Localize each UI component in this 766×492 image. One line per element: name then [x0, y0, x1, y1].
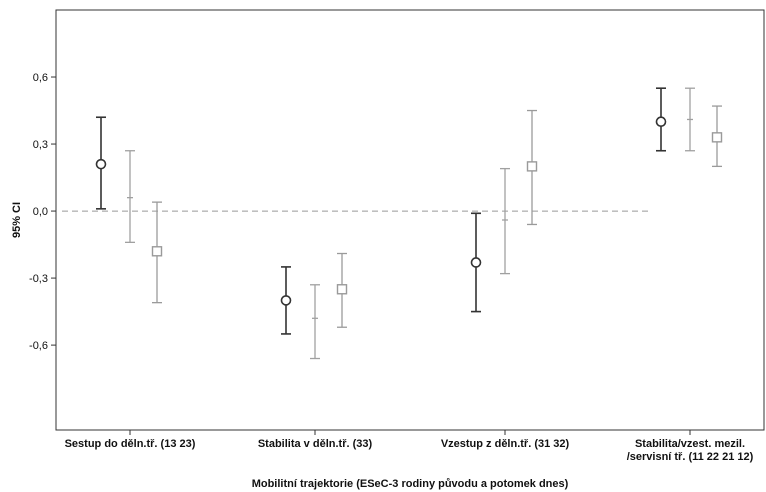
category-label: Vzestup z děln.tř. (31 32) [441, 438, 570, 450]
mean-marker-square [526, 161, 538, 172]
y-tick-label: -0,6 [29, 340, 48, 352]
category-label: Stabilita v děln.tř. (33) [258, 438, 373, 450]
plot-area [55, 9, 765, 431]
mean-marker-circle [95, 158, 107, 170]
y-axis-title: 95% CI [11, 202, 23, 238]
mean-marker-circle [280, 295, 292, 306]
category-label: Stabilita/vzest. mezil. [635, 438, 745, 450]
series-1 [95, 87, 667, 335]
mean-marker-square [711, 132, 723, 143]
series-2 [125, 87, 695, 360]
mean-marker-circle [470, 257, 482, 268]
mean-marker-square [151, 246, 163, 257]
y-tick-label: 0,3 [33, 139, 48, 151]
series-3 [151, 105, 723, 328]
y-tick-label: 0,0 [33, 206, 48, 218]
x-axis-title: Mobilitní trajektorie (ESeC-3 rodiny pův… [252, 478, 569, 490]
category-label: /servisní tř. (11 22 21 12) [627, 451, 754, 463]
category-label: Sestup do děln.tř. (13 23) [65, 438, 196, 450]
mean-marker-circle [655, 116, 667, 128]
mean-marker-square [336, 284, 348, 295]
y-tick-label: -0,3 [29, 273, 48, 285]
y-tick-label: 0,6 [33, 72, 48, 84]
